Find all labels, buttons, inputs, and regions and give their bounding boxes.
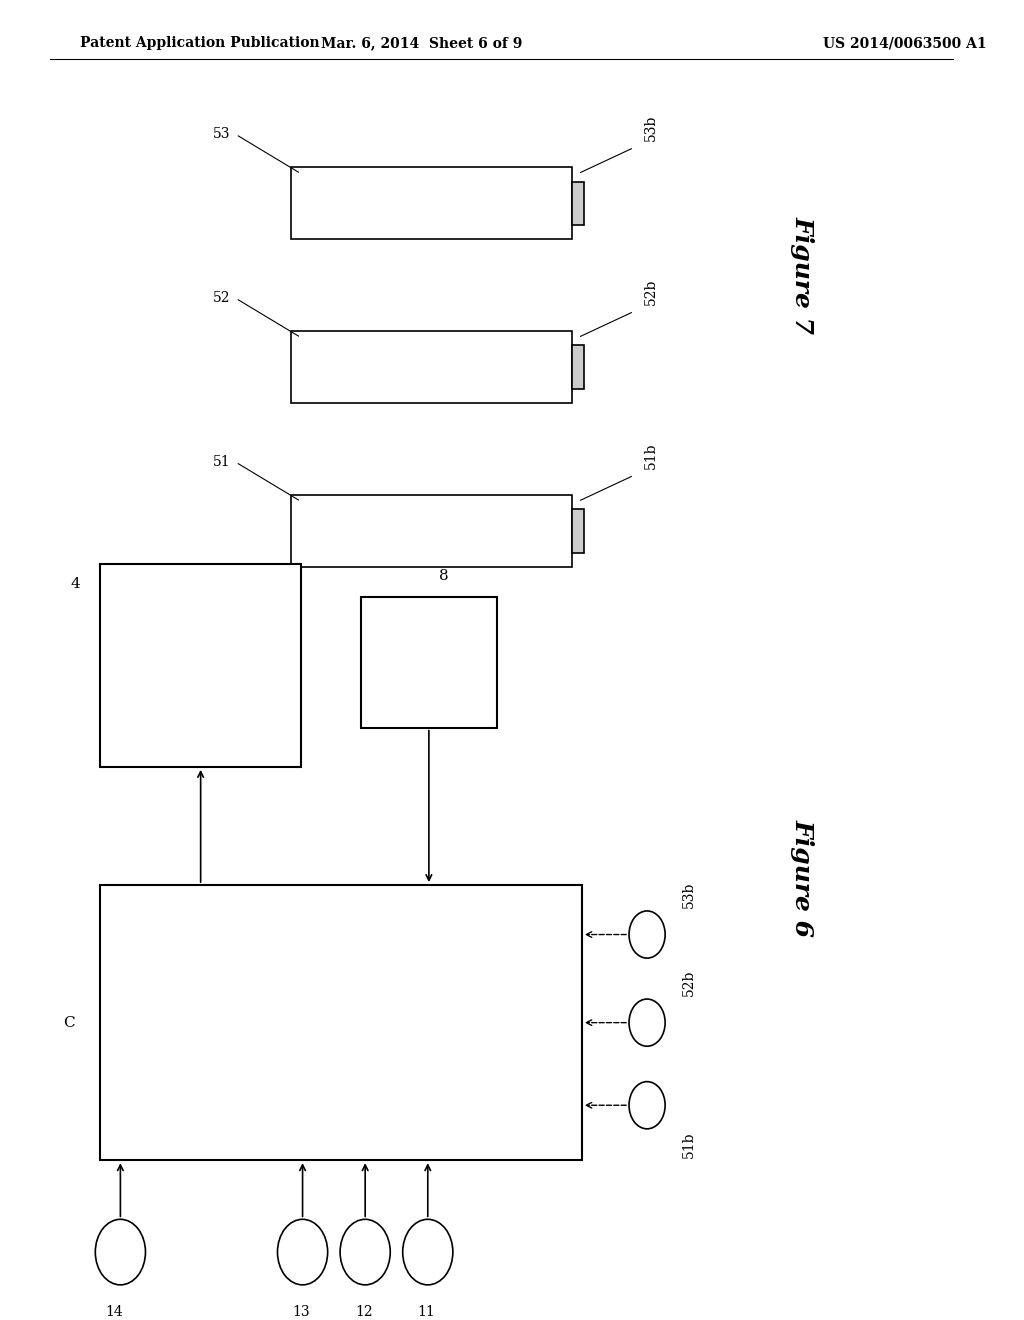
Text: C: C	[63, 1015, 75, 1030]
Bar	[100, 564, 301, 767]
Circle shape	[629, 999, 666, 1047]
Circle shape	[629, 911, 666, 958]
Text: Figure 7: Figure 7	[791, 216, 814, 334]
Circle shape	[340, 1220, 390, 1284]
Bar	[571, 346, 584, 388]
Bar	[100, 884, 582, 1160]
Text: 14: 14	[105, 1304, 123, 1319]
Bar	[291, 168, 571, 239]
Text: 13: 13	[293, 1304, 310, 1319]
Text: 51b: 51b	[644, 442, 658, 469]
Text: 52b: 52b	[644, 279, 658, 305]
Text: Figure 6: Figure 6	[791, 820, 814, 937]
Circle shape	[402, 1220, 453, 1284]
Text: Mar. 6, 2014  Sheet 6 of 9: Mar. 6, 2014 Sheet 6 of 9	[321, 36, 522, 50]
Text: 53: 53	[213, 128, 230, 141]
Bar	[571, 510, 584, 553]
Bar	[571, 182, 584, 224]
Text: US 2014/0063500 A1: US 2014/0063500 A1	[822, 36, 986, 50]
Text: 4: 4	[71, 577, 80, 591]
Text: 51: 51	[213, 455, 230, 469]
Text: 12: 12	[355, 1304, 373, 1319]
Text: 8: 8	[439, 569, 449, 583]
Text: 52: 52	[213, 292, 230, 305]
Bar	[361, 597, 497, 727]
Text: 53b: 53b	[682, 882, 696, 908]
Bar	[291, 331, 571, 403]
Text: Patent Application Publication: Patent Application Publication	[80, 36, 319, 50]
Text: 53b: 53b	[644, 115, 658, 141]
Text: 52b: 52b	[682, 970, 696, 997]
Circle shape	[278, 1220, 328, 1284]
Bar	[291, 495, 571, 568]
Text: 51b: 51b	[682, 1131, 696, 1158]
Circle shape	[95, 1220, 145, 1284]
Circle shape	[629, 1081, 666, 1129]
Text: 11: 11	[418, 1304, 435, 1319]
